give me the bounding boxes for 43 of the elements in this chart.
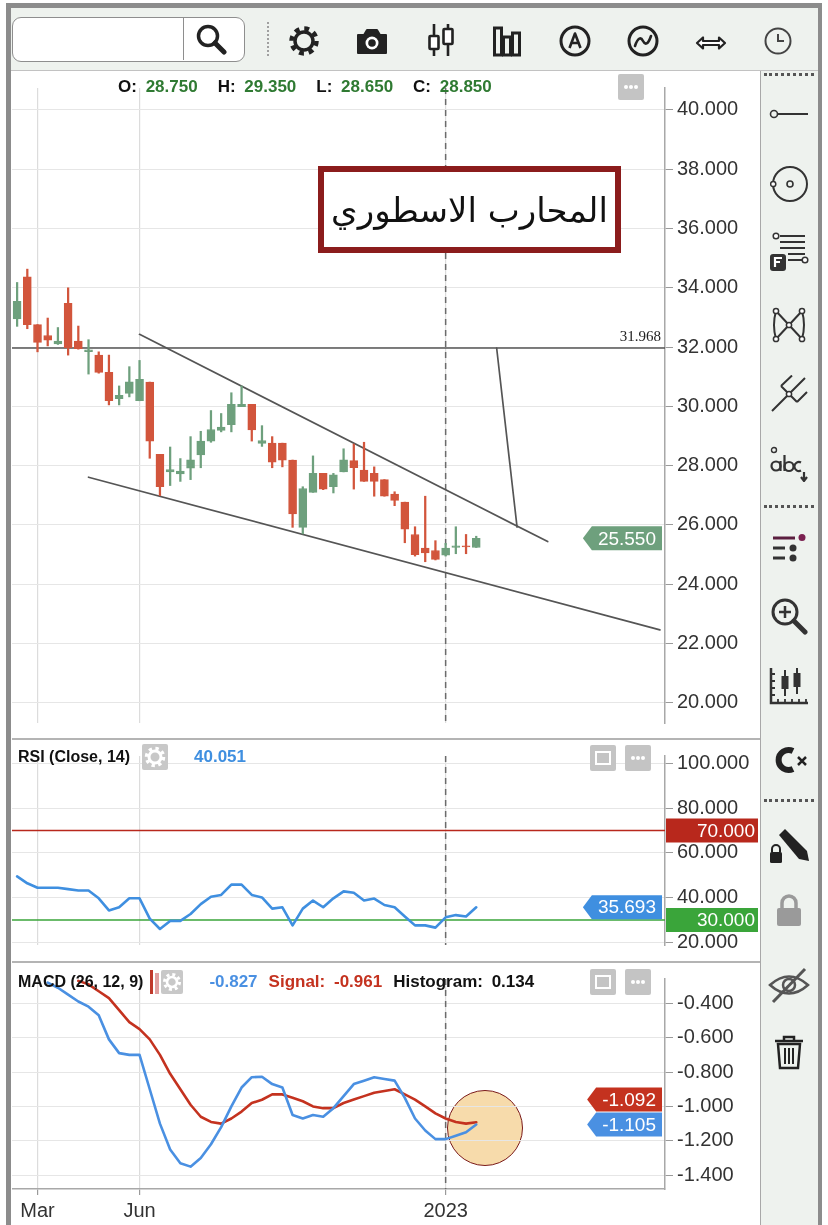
- y-tick-label: -0.600: [677, 1025, 734, 1048]
- y-tick-label: 20.000: [677, 929, 739, 952]
- annotation: 25.550: [597, 527, 656, 549]
- text: المحارب الاسطوري: [318, 166, 621, 253]
- y-tick-label: 100.000: [677, 750, 750, 773]
- y-tick-label: 34.000: [677, 275, 739, 298]
- annotation: -1.105: [602, 1113, 656, 1135]
- y-tick-label: 30.000: [677, 393, 739, 416]
- y-tick-label: 28.000: [677, 453, 739, 476]
- y-tick-label: 60.000: [677, 840, 739, 863]
- annotation: 35.693: [597, 896, 656, 918]
- annotation: 40.051: [194, 747, 247, 766]
- y-tick-label: -1.000: [677, 1093, 734, 1116]
- chart-title: MACD (26, 12, 9): [18, 973, 144, 991]
- y-tick-label: 20.000: [677, 690, 739, 713]
- annotation: Histogram: 0.134: [393, 972, 535, 991]
- y-tick-label: -0.800: [677, 1059, 734, 1082]
- annotation: O: 28.750: [118, 77, 198, 96]
- y-tick-label: 22.000: [677, 631, 739, 654]
- y-tick-label: 26.000: [677, 512, 739, 535]
- annotation: -0.827: [209, 972, 258, 991]
- y-tick-label: 24.000: [677, 571, 739, 594]
- chart-title: RSI (Close, 14): [18, 748, 131, 766]
- annotation: L: 28.650: [316, 77, 394, 96]
- annotation: C: 28.850: [413, 77, 492, 96]
- y-tick-label: -1.200: [677, 1128, 734, 1151]
- annotation: -1.092: [602, 1088, 656, 1110]
- ref-line-label: 30.000: [696, 909, 755, 931]
- y-tick-label: 32.000: [677, 334, 739, 357]
- x-tick-label: Mar: [20, 1198, 56, 1221]
- x-tick-label: 2023: [423, 1198, 468, 1221]
- y-tick-label: 40.000: [677, 97, 739, 120]
- x-tick-label: Jun: [123, 1198, 156, 1221]
- y-tick-label: -1.400: [677, 1162, 734, 1185]
- y-tick-label: 36.000: [677, 216, 739, 239]
- annotation: H: 29.350: [217, 77, 297, 96]
- y-tick-label: -0.400: [677, 990, 734, 1013]
- y-tick-label: 38.000: [677, 156, 739, 179]
- ref-line-label: 31.968: [619, 328, 661, 345]
- ref-line-label: 70.000: [696, 819, 755, 841]
- y-tick-label: 80.000: [677, 795, 739, 818]
- annotation: Signal: -0.961: [268, 972, 383, 991]
- y-tick-label: 40.000: [677, 885, 739, 908]
